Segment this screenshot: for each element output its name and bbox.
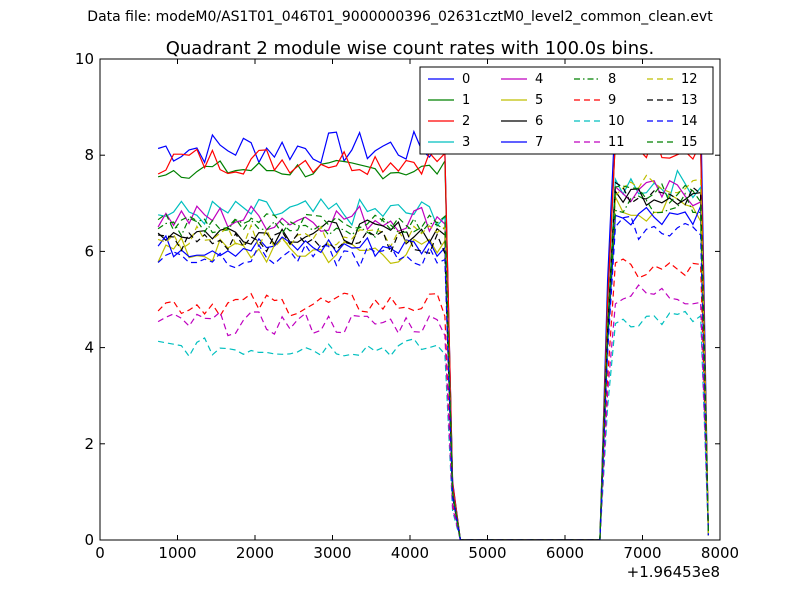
x-tick-label: 1000 xyxy=(158,544,196,562)
legend-label-1: 1 xyxy=(462,93,470,108)
series-line-0 xyxy=(157,90,709,540)
series-line-9 xyxy=(157,258,709,540)
x-tick-label: 7000 xyxy=(623,544,661,562)
legend-label-15: 15 xyxy=(681,135,698,150)
legend-label-0: 0 xyxy=(462,72,470,87)
legend-label-5: 5 xyxy=(535,93,543,108)
x-tick-label: 2000 xyxy=(236,544,274,562)
figure-suptitle: Data file: modeM0/AS1T01_046T01_90000003… xyxy=(87,9,713,25)
x-tick-label: 3000 xyxy=(313,544,351,562)
y-tick-label: 4 xyxy=(84,339,94,357)
legend-label-8: 8 xyxy=(608,72,616,87)
series-line-8 xyxy=(157,192,709,540)
y-tick-label: 2 xyxy=(84,435,94,453)
series-line-4 xyxy=(157,179,709,540)
series-line-14 xyxy=(157,215,709,540)
series-line-5 xyxy=(157,193,709,540)
x-tick-label: 0 xyxy=(95,544,105,562)
legend-label-3: 3 xyxy=(462,135,470,150)
legend-label-2: 2 xyxy=(462,114,470,129)
legend-label-11: 11 xyxy=(608,135,625,150)
x-tick-label: 4000 xyxy=(391,544,429,562)
series-line-2 xyxy=(157,132,709,540)
y-tick-label: 0 xyxy=(84,531,94,549)
series-line-13 xyxy=(158,181,709,540)
legend-label-10: 10 xyxy=(608,114,625,129)
series-line-3 xyxy=(157,169,709,540)
series-line-11 xyxy=(157,284,709,540)
series-line-6 xyxy=(157,188,709,540)
y-tick-label: 10 xyxy=(75,50,94,68)
y-tick-label: 8 xyxy=(84,146,94,164)
plot-lines xyxy=(157,90,709,540)
series-line-12 xyxy=(157,174,709,540)
y-tick-label: 6 xyxy=(84,242,94,260)
x-tick-label: 8000 xyxy=(701,544,739,562)
legend-label-9: 9 xyxy=(608,93,616,108)
series-line-7 xyxy=(157,205,709,540)
legend-label-12: 12 xyxy=(681,72,698,87)
legend-label-6: 6 xyxy=(535,114,543,129)
series-line-15 xyxy=(157,182,709,540)
chart-title: Quadrant 2 module wise count rates with … xyxy=(166,38,655,59)
series-line-10 xyxy=(157,310,709,540)
legend-label-7: 7 xyxy=(535,135,543,150)
x-tick-label: 6000 xyxy=(546,544,584,562)
x-offset-label: +1.96453e8 xyxy=(627,563,720,581)
legend-box xyxy=(419,66,714,155)
legend-label-4: 4 xyxy=(535,72,543,87)
legend-label-14: 14 xyxy=(681,114,698,129)
legend-label-13: 13 xyxy=(681,93,698,108)
x-tick-label: 5000 xyxy=(468,544,506,562)
